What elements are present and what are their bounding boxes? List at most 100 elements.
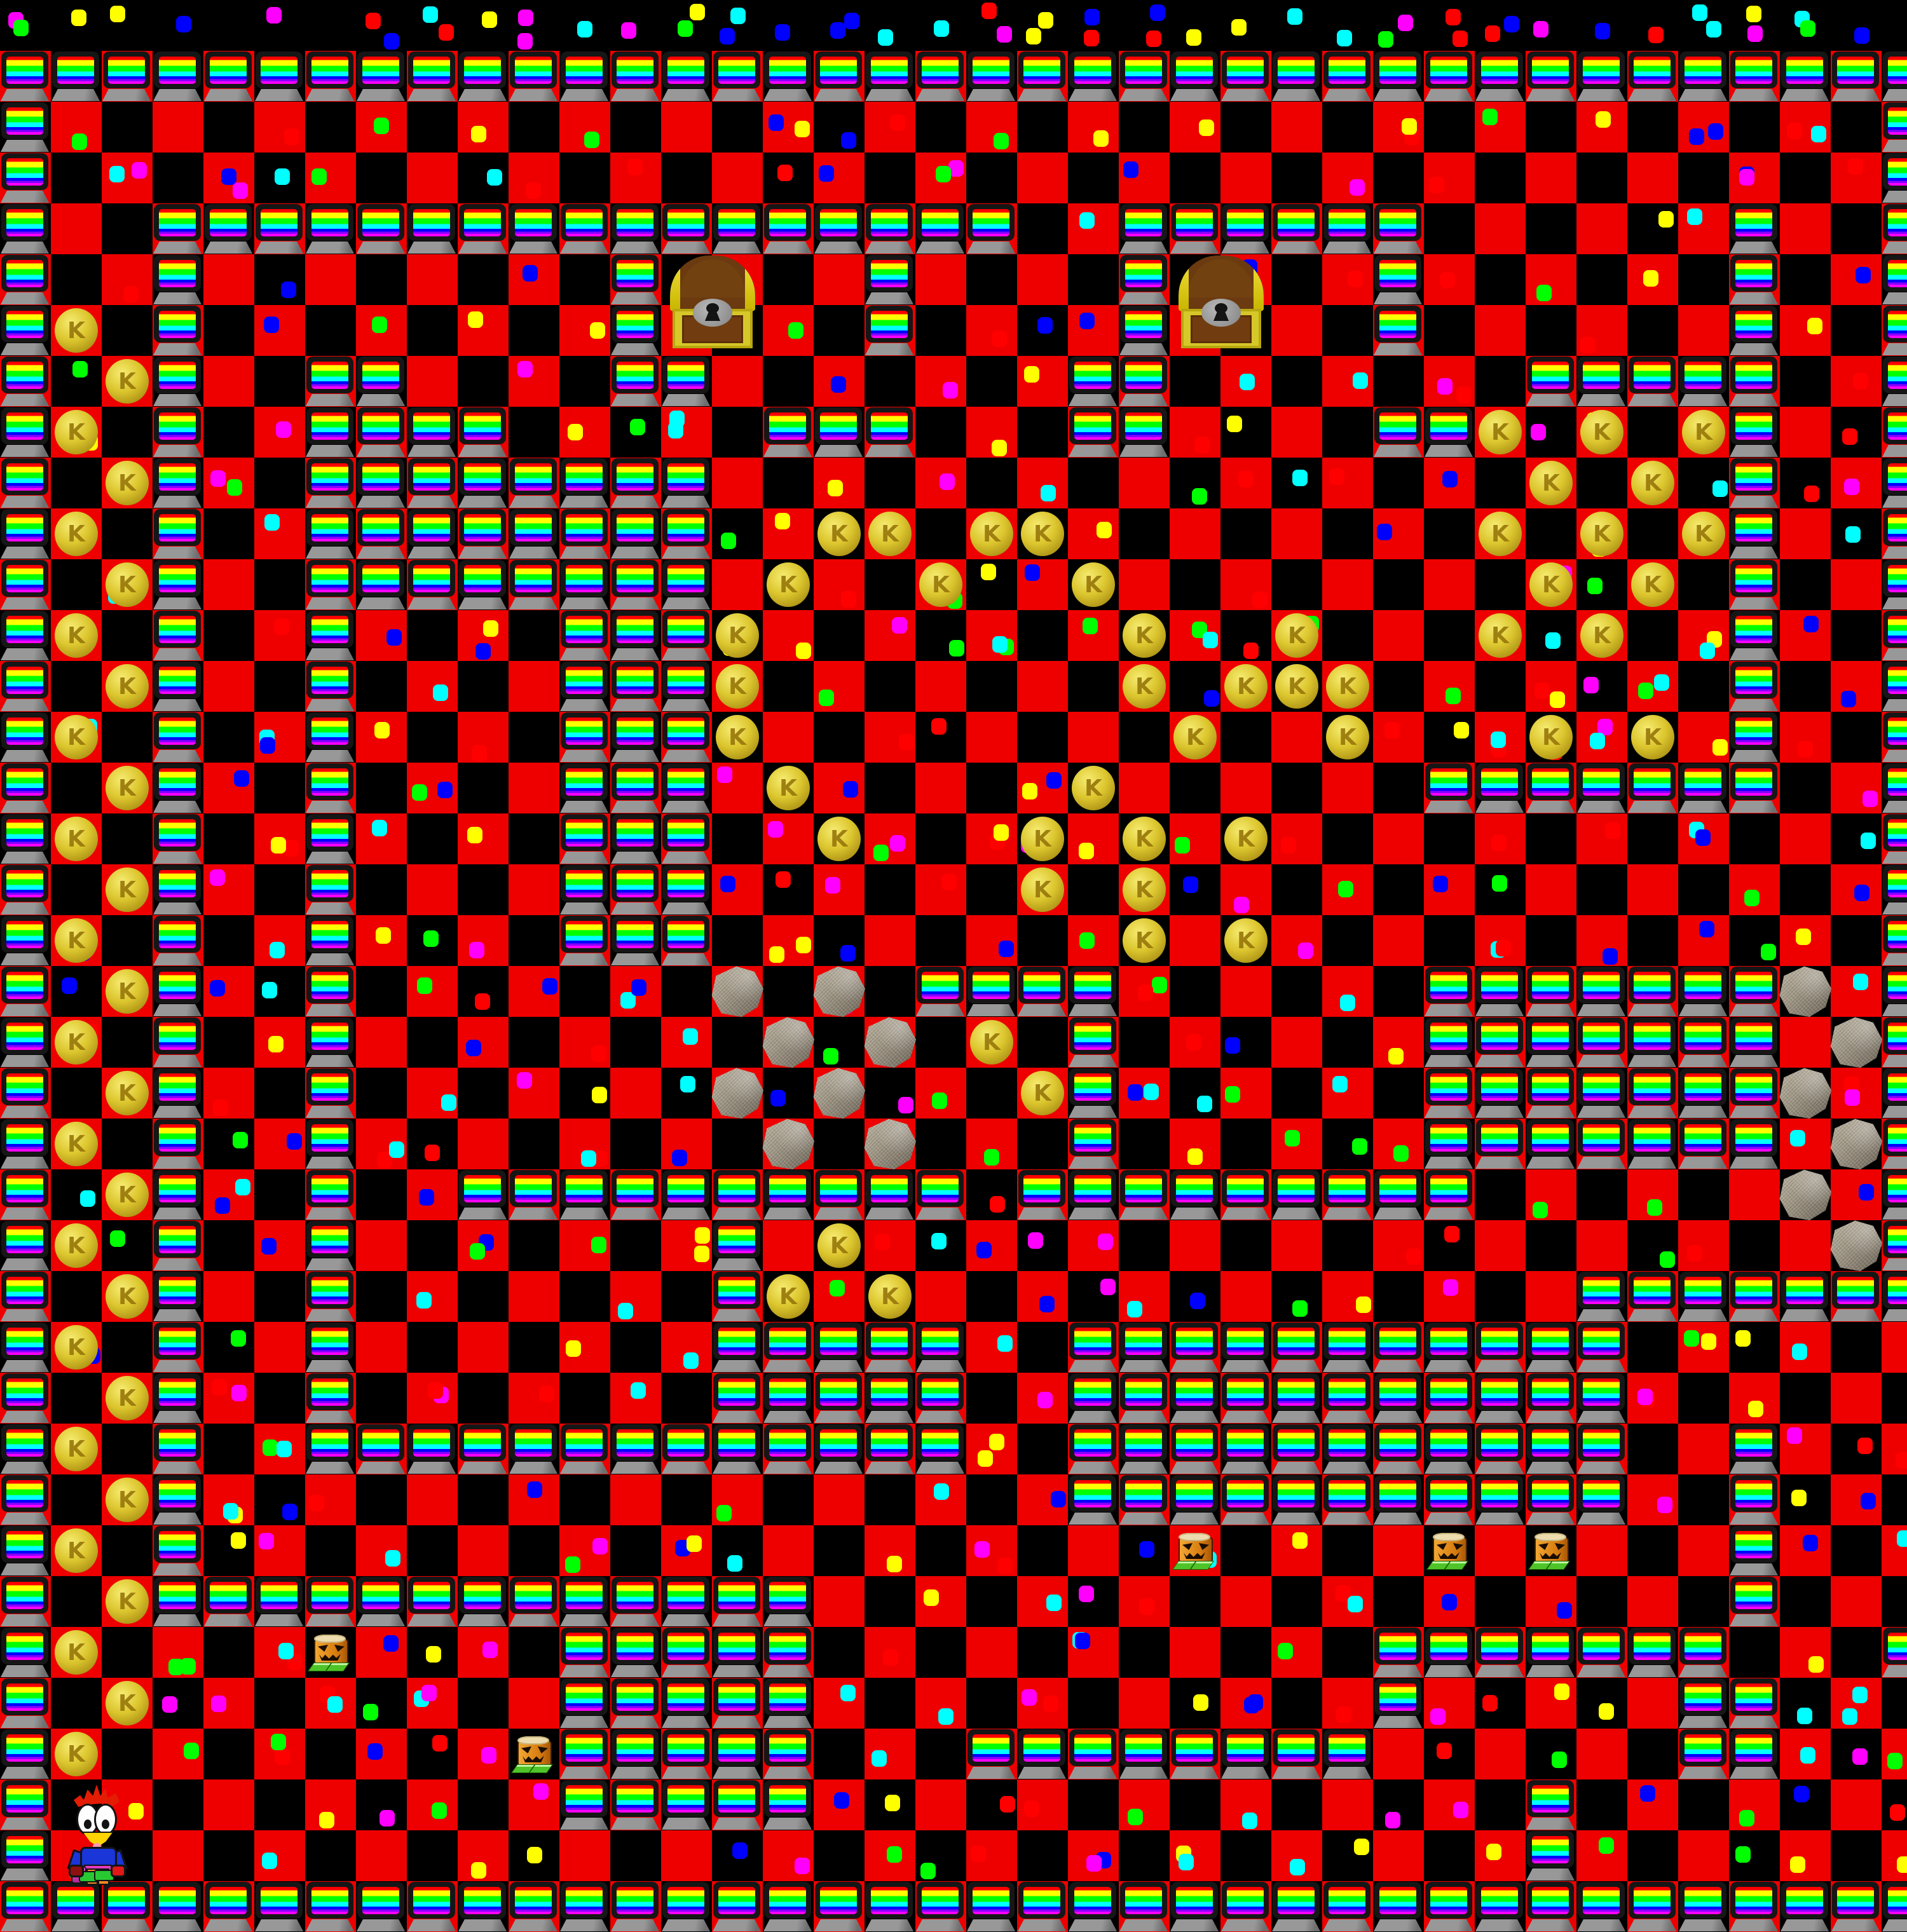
gold-coin[interactable]: K <box>55 512 98 556</box>
player-character[interactable] <box>67 1785 128 1885</box>
gold-coin[interactable]: K <box>106 562 149 607</box>
confetti-dot <box>1648 26 1664 43</box>
gold-coin[interactable]: K <box>767 766 810 810</box>
gold-coin[interactable]: K <box>1631 461 1674 505</box>
gold-coin[interactable]: K <box>1021 867 1064 912</box>
gold-coin[interactable]: K <box>1123 867 1166 912</box>
wall-stripes <box>1578 1373 1625 1410</box>
gold-coin[interactable]: K <box>868 1274 912 1319</box>
gold-coin[interactable]: K <box>1072 766 1115 810</box>
gold-coin[interactable]: K <box>55 1122 98 1166</box>
gold-coin[interactable]: K <box>106 766 149 810</box>
wall-foot <box>1119 1462 1168 1474</box>
gold-coin[interactable]: K <box>1529 715 1573 759</box>
gold-coin[interactable]: K <box>716 715 759 759</box>
rainbow-wall-block <box>0 712 51 763</box>
gold-coin[interactable]: K <box>1580 613 1623 658</box>
wall-stripes <box>1018 967 1065 1003</box>
gold-coin[interactable]: K <box>106 359 149 404</box>
gold-coin[interactable]: K <box>106 1681 149 1725</box>
gold-coin[interactable]: K <box>1021 817 1064 861</box>
gold-coin[interactable]: K <box>55 1223 98 1268</box>
gold-coin[interactable]: K <box>55 1325 98 1370</box>
gold-coin[interactable]: K <box>106 1071 149 1115</box>
gold-coin[interactable]: K <box>1275 664 1318 709</box>
gold-coin[interactable]: K <box>1123 664 1166 709</box>
gold-coin[interactable]: K <box>1682 410 1725 454</box>
gold-coin[interactable]: K <box>1529 461 1573 505</box>
pumpkin-enemy[interactable] <box>1528 1533 1570 1570</box>
gold-coin[interactable]: K <box>970 1020 1013 1065</box>
gold-coin[interactable]: K <box>767 1274 810 1319</box>
rainbow-wall-block <box>0 864 51 915</box>
gold-coin[interactable]: K <box>1682 512 1725 556</box>
wall-stripes <box>1171 1424 1218 1461</box>
gold-coin[interactable]: K <box>716 613 759 658</box>
gold-coin[interactable]: K <box>55 918 98 963</box>
gold-coin[interactable]: K <box>1224 664 1268 709</box>
gold-coin[interactable]: K <box>55 1528 98 1573</box>
gold-coin[interactable]: K <box>55 308 98 353</box>
gold-coin[interactable]: K <box>919 562 962 607</box>
gold-coin[interactable]: K <box>55 1427 98 1471</box>
gold-coin[interactable]: K <box>767 562 810 607</box>
wall-stripes <box>1730 611 1777 648</box>
rainbow-wall-block <box>1882 508 1907 559</box>
gold-coin[interactable]: K <box>106 867 149 912</box>
gold-coin[interactable]: K <box>55 817 98 861</box>
gold-coin[interactable]: K <box>1224 918 1268 963</box>
pumpkin-enemy[interactable] <box>1172 1533 1214 1570</box>
gold-coin[interactable]: K <box>1021 512 1064 556</box>
treasure-chest[interactable] <box>1179 255 1264 348</box>
gold-coin[interactable]: K <box>106 1173 149 1217</box>
gold-coin[interactable]: K <box>817 512 861 556</box>
gold-coin[interactable]: K <box>1479 613 1522 658</box>
confetti-dot <box>72 360 88 378</box>
pumpkin-enemy[interactable] <box>1426 1533 1468 1570</box>
gold-coin[interactable]: K <box>55 613 98 658</box>
gold-coin[interactable]: K <box>1123 613 1166 658</box>
gold-coin[interactable]: K <box>1072 562 1115 607</box>
gold-coin[interactable]: K <box>1580 512 1623 556</box>
gold-coin[interactable]: K <box>868 512 912 556</box>
confetti-dot <box>1353 372 1369 390</box>
pumpkin-enemy[interactable] <box>308 1635 350 1671</box>
gold-coin[interactable]: K <box>1021 1071 1064 1115</box>
gold-coin[interactable]: K <box>106 461 149 505</box>
gold-coin[interactable]: K <box>1631 562 1674 607</box>
gold-coin[interactable]: K <box>1275 613 1318 658</box>
gold-coin[interactable]: K <box>1326 664 1369 709</box>
gold-coin[interactable]: K <box>716 664 759 709</box>
gold-coin[interactable]: K <box>1580 410 1623 454</box>
gold-coin[interactable]: K <box>817 817 861 861</box>
gold-coin[interactable]: K <box>55 1630 98 1675</box>
confetti-dot <box>214 1197 230 1214</box>
gold-coin[interactable]: K <box>1631 715 1674 759</box>
gold-coin[interactable]: K <box>1224 817 1268 861</box>
gold-coin[interactable]: K <box>55 410 98 454</box>
gold-coin[interactable]: K <box>106 664 149 709</box>
confetti-dot <box>887 1846 903 1863</box>
gold-coin[interactable]: K <box>106 1376 149 1420</box>
pumpkin-enemy[interactable] <box>511 1736 553 1773</box>
wall-stripes <box>154 1526 201 1563</box>
gold-coin[interactable]: K <box>106 1579 149 1624</box>
gold-coin[interactable]: K <box>55 1732 98 1776</box>
rainbow-wall-block <box>1424 1474 1475 1525</box>
gold-coin[interactable]: K <box>1173 715 1217 759</box>
gold-coin[interactable]: K <box>970 512 1013 556</box>
gold-coin[interactable]: K <box>1123 918 1166 963</box>
gold-coin[interactable]: K <box>106 1274 149 1319</box>
gold-coin[interactable]: K <box>1479 512 1522 556</box>
treasure-chest[interactable] <box>670 255 755 348</box>
gold-coin[interactable]: K <box>1123 817 1166 861</box>
gold-coin[interactable]: K <box>106 969 149 1014</box>
gold-coin[interactable]: K <box>817 1223 861 1268</box>
gold-coin[interactable]: K <box>106 1478 149 1522</box>
gold-coin[interactable]: K <box>1479 410 1522 454</box>
gold-coin[interactable]: K <box>55 715 98 759</box>
gold-coin[interactable]: K <box>1529 562 1573 607</box>
gold-coin[interactable]: K <box>55 1020 98 1065</box>
gold-coin[interactable]: K <box>1326 715 1369 759</box>
